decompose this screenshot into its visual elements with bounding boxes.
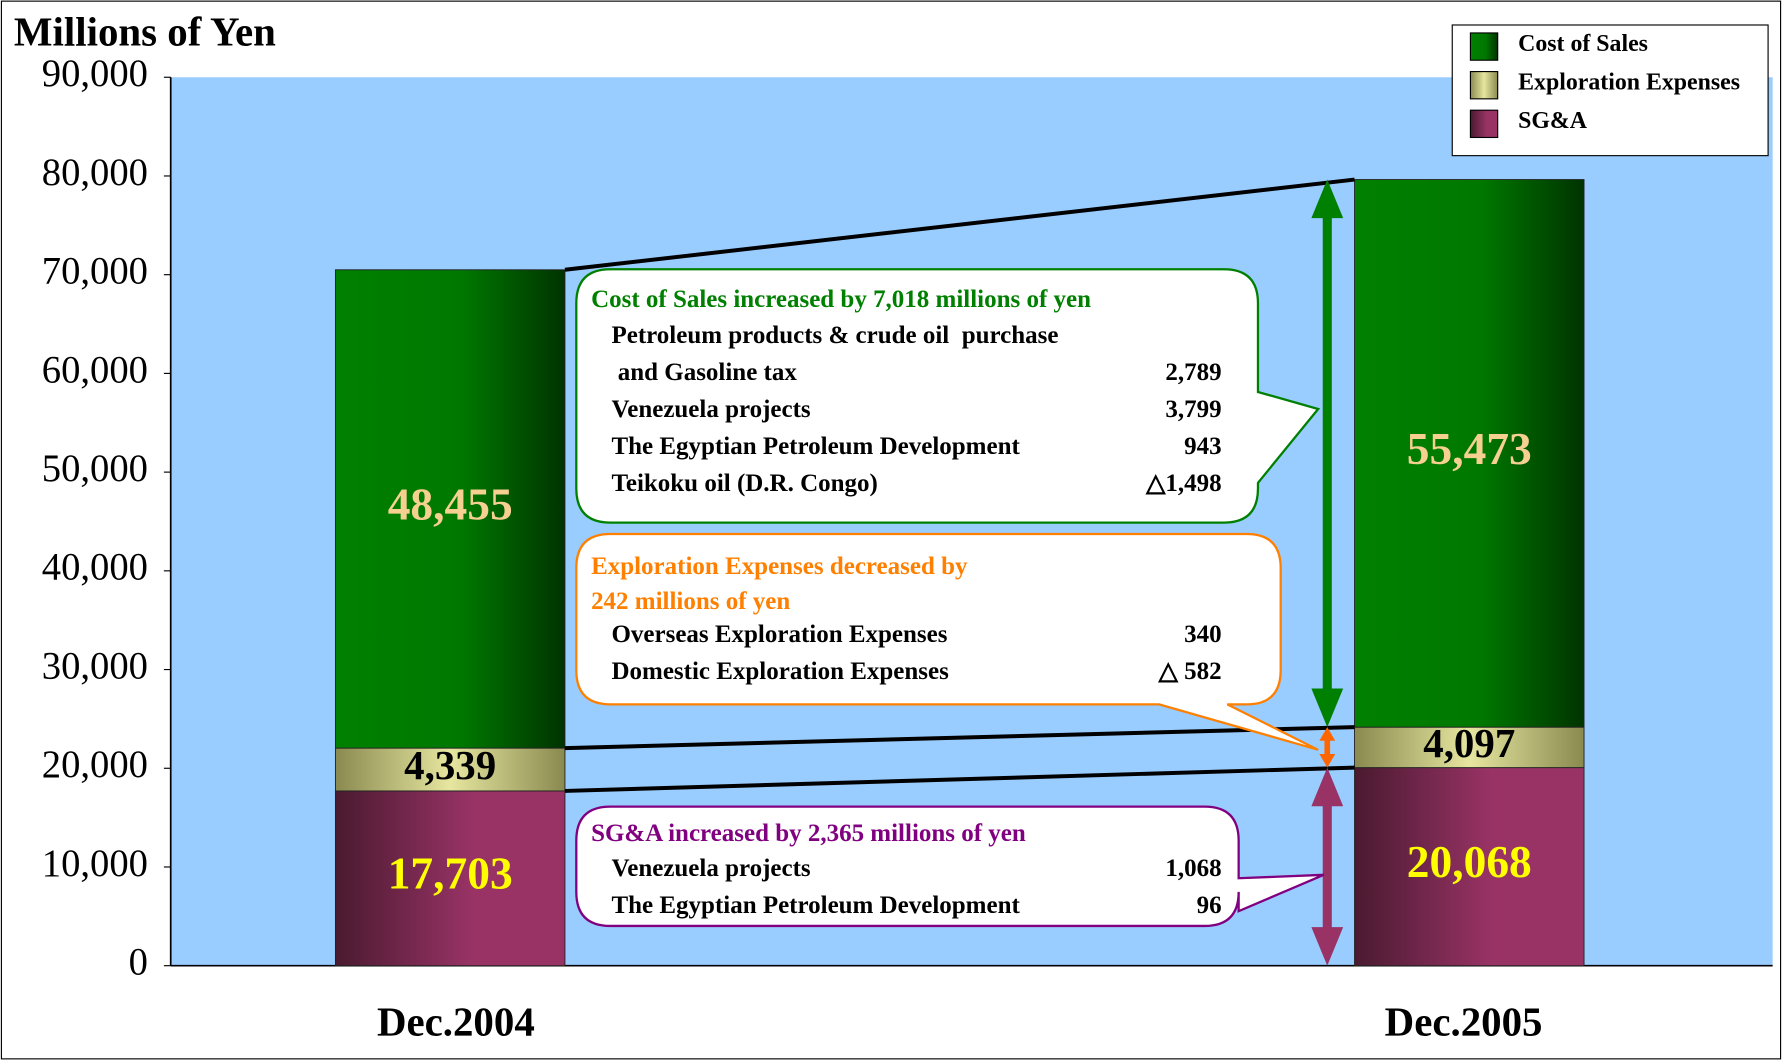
connector <box>564 765 1355 793</box>
bar-segment <box>334 790 566 967</box>
connector <box>564 725 1355 751</box>
value-label: 48,455 <box>388 479 513 529</box>
callout-row-label: Overseas Exploration Expenses <box>612 621 948 648</box>
legend-swatch <box>1469 109 1499 139</box>
value-label: 55,473 <box>1407 424 1532 474</box>
callout-title: 242 millions of yen <box>591 588 790 615</box>
callout-row-label: The Egyptian Petroleum Development <box>612 892 1021 919</box>
arrow-head <box>1311 767 1344 807</box>
y-tick-label: 40,000 <box>42 547 148 589</box>
callout-title: Cost of Sales increased by 7,018 million… <box>591 286 1091 313</box>
callout-row-value: 3,799 <box>1165 396 1221 423</box>
connector <box>564 177 1355 272</box>
bar-segment <box>1354 726 1585 769</box>
bar-segment <box>334 747 566 792</box>
callout-row-label: Teikoku oil (D.R. Congo) <box>612 470 878 497</box>
value-label: 4,097 <box>1423 721 1515 766</box>
callout-row-value: 1,068 <box>1165 855 1221 882</box>
callout-row-value: 943 <box>1184 433 1221 460</box>
x-tick-label: Dec.2005 <box>1385 999 1543 1044</box>
callout-row-value: 2,789 <box>1165 359 1221 386</box>
callout-row-value: 340 <box>1184 621 1221 648</box>
callout-title: SG&A increased by 2,365 millions of yen <box>591 820 1026 847</box>
callout <box>575 532 1319 751</box>
callout <box>575 805 1325 928</box>
y-tick-label: 90,000 <box>42 53 148 95</box>
callout-row-label: Petroleum products & crude oil purchase <box>612 322 1059 349</box>
arrow-head <box>1311 179 1344 219</box>
y-tick-label: 60,000 <box>42 349 148 391</box>
arrow-head <box>1311 927 1344 966</box>
arrow-head <box>1319 727 1336 741</box>
bar-segment <box>1354 179 1585 728</box>
callout-row-value: △1,498 <box>1145 470 1221 497</box>
y-tick-label: 30,000 <box>42 645 148 687</box>
callout-row-label: Venezuela projects <box>612 396 811 423</box>
legend-swatch <box>1469 71 1499 100</box>
y-tick-label: 10,000 <box>42 843 148 885</box>
arrow-head <box>1311 688 1344 728</box>
callout-row-label: Venezuela projects <box>612 855 811 882</box>
y-tick-label: 70,000 <box>42 251 148 293</box>
y-tick-label: 0 <box>129 942 148 984</box>
legend-box <box>1451 24 1769 157</box>
y-tick-label: 20,000 <box>42 744 148 786</box>
value-label: 20,068 <box>1407 837 1532 887</box>
callout-row-label: The Egyptian Petroleum Development <box>612 433 1021 460</box>
legend-label: Exploration Expenses <box>1518 70 1740 96</box>
callout <box>575 268 1321 524</box>
bar-segment <box>334 269 566 749</box>
legend-swatch <box>1469 32 1499 61</box>
chart-title: Millions of Yen <box>14 10 276 55</box>
arrow-head <box>1319 753 1336 768</box>
callout-row-value: 96 <box>1197 892 1222 919</box>
value-label: 4,339 <box>404 743 496 788</box>
callout-row-label: and Gasoline tax <box>612 359 798 386</box>
x-tick-label: Dec.2004 <box>377 999 535 1044</box>
y-tick-label: 50,000 <box>42 448 148 490</box>
callout-row-label: Domestic Exploration Expenses <box>612 658 950 685</box>
y-tick-label: 80,000 <box>42 152 148 194</box>
callout-title: Exploration Expenses decreased by <box>591 553 968 580</box>
bar-segment <box>1354 767 1585 967</box>
value-label: 17,703 <box>388 849 513 899</box>
callout-row-value: △ 582 <box>1158 658 1222 685</box>
legend-label: Cost of Sales <box>1518 31 1648 57</box>
legend-label: SG&A <box>1518 108 1588 134</box>
